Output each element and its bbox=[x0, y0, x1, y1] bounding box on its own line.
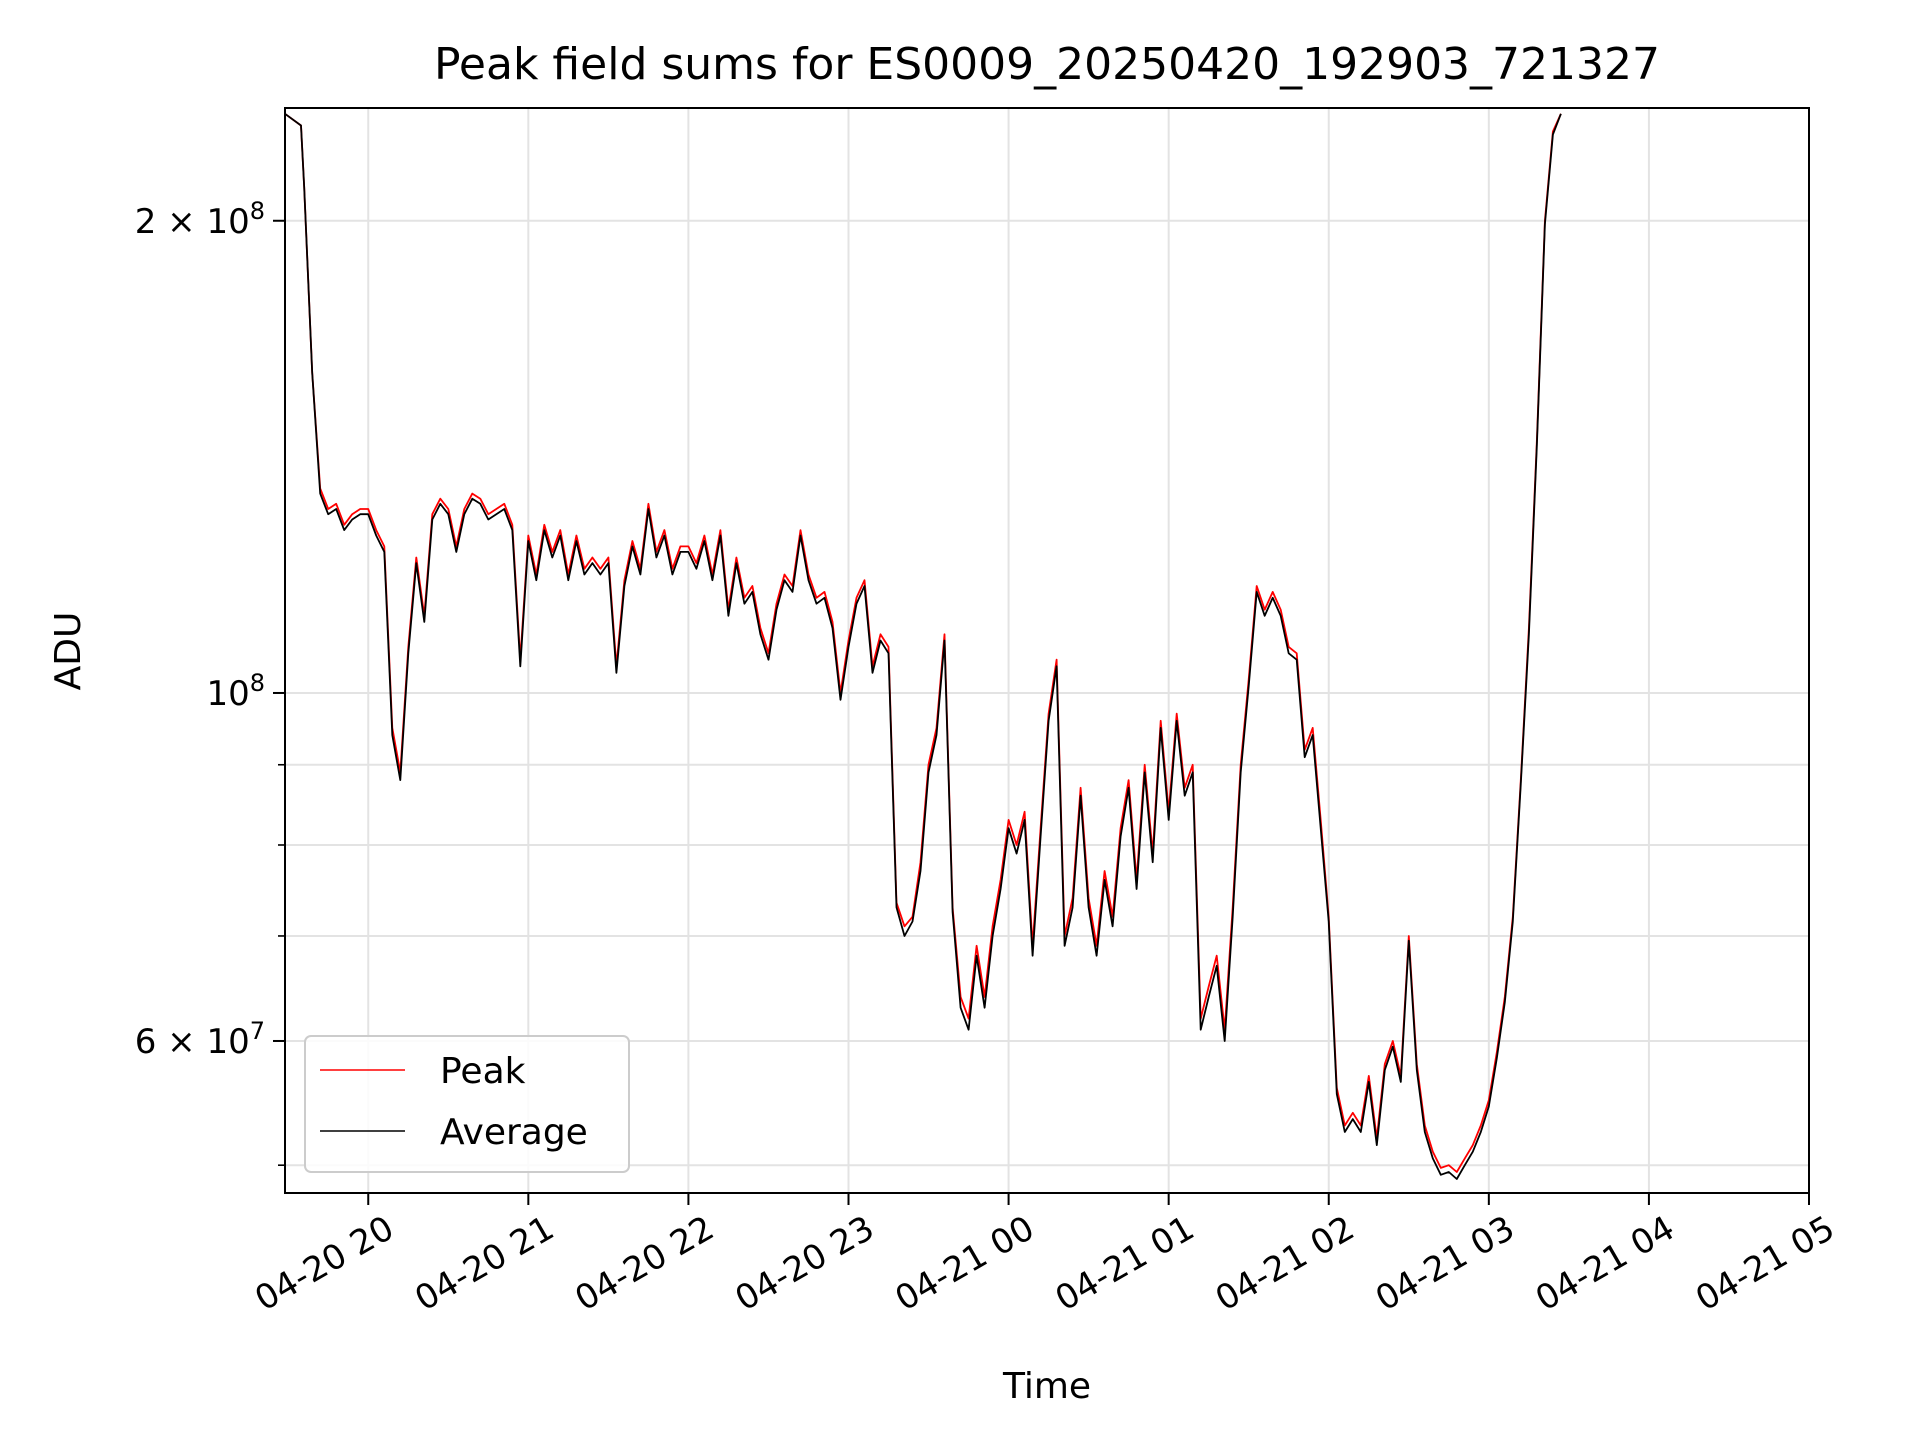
series-layer bbox=[284, 113, 1562, 1180]
y-tick-label: 6 × 107 bbox=[135, 1017, 265, 1062]
y-axis-ticks: 6 × 107 108 2 × 108 bbox=[135, 197, 285, 1166]
plot-frame bbox=[284, 107, 1810, 1194]
chart-title: Peak field sums for ES0009_20250420_1929… bbox=[434, 39, 1660, 90]
legend-average-label: Average bbox=[440, 1112, 588, 1153]
y-tick-label: 2 × 108 bbox=[135, 197, 265, 242]
legend-peak-label: Peak bbox=[440, 1051, 526, 1092]
y-axis-label: ADU bbox=[48, 612, 89, 691]
legend: Peak Average bbox=[304, 1035, 630, 1173]
x-axis-label: Time bbox=[1002, 1366, 1091, 1407]
series-line-average bbox=[284, 113, 1562, 1180]
y-tick-label: 108 bbox=[206, 669, 265, 714]
